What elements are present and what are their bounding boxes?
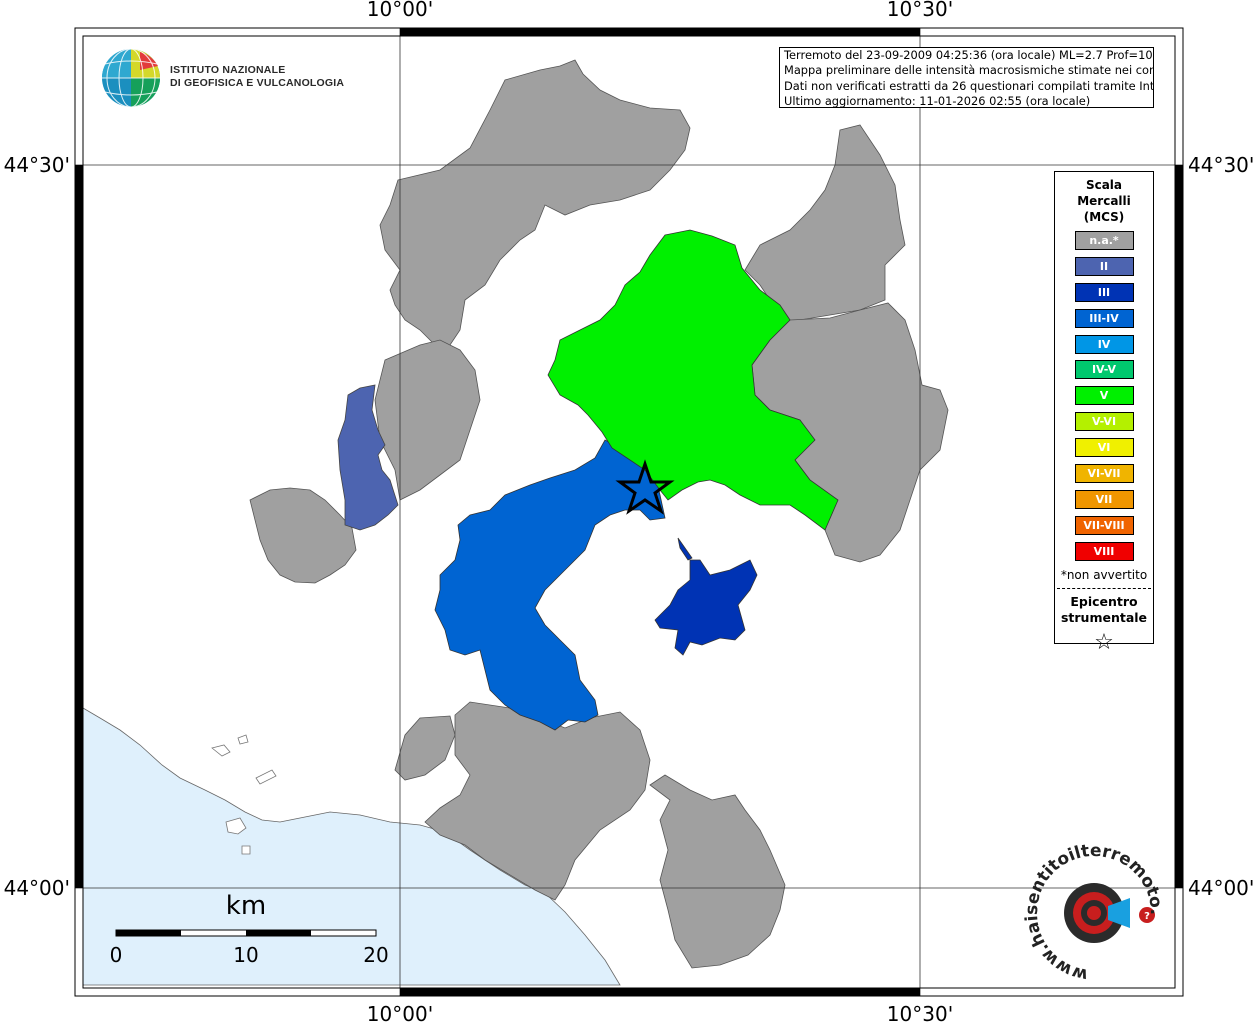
municipality-intensity-V <box>547 229 839 531</box>
epicenter-star <box>615 459 675 515</box>
lon-label-bottom-right: 10°30' <box>887 1002 953 1024</box>
island <box>237 734 249 745</box>
municipality-na <box>424 701 651 901</box>
legend-note: *non avvertito <box>1060 567 1148 582</box>
island <box>211 744 231 757</box>
legend-item: V <box>1074 386 1134 406</box>
legend-item: IV <box>1074 334 1134 354</box>
frame-ticks <box>75 28 1183 996</box>
legend-item: VII <box>1074 489 1134 509</box>
scale-bar-label-0: 0 <box>110 943 123 967</box>
lat-label-left-top: 44°30' <box>4 153 70 177</box>
legend-epicenter-line1: Epicentro <box>1070 593 1138 609</box>
ingv-logo-globe-icon <box>102 48 160 108</box>
municipality-intensity-III <box>677 537 693 561</box>
legend-items: n.a.* II III III-IV IV IV-V V V-VI VI VI-VII VII VI… <box>1055 231 1153 561</box>
legend-epicenter-label: Epicentro strumentale <box>1055 594 1153 626</box>
municipality-na <box>649 774 786 969</box>
event-info-line-3: Dati non verificati estratti da 26 quest… <box>784 78 1154 93</box>
island <box>241 845 251 855</box>
legend-item: VII-VIII <box>1074 515 1134 535</box>
legend-item: III-IV <box>1074 308 1134 328</box>
island <box>225 817 247 835</box>
municipality-intensity-III <box>654 559 758 656</box>
legend-epicenter-line2: strumentale <box>1060 609 1148 625</box>
legend-item: n.a.* <box>1074 231 1134 250</box>
scale-bar-label-10: 10 <box>233 943 258 967</box>
lat-label-right-bottom: 44°00' <box>1188 876 1254 900</box>
legend-item: VIII <box>1074 541 1134 561</box>
lat-label-left-bottom: 44°00' <box>4 876 70 900</box>
legend-title: Scala Mercalli (MCS) <box>1055 177 1153 225</box>
municipality-intensity-II <box>337 384 399 531</box>
intensity-legend: Scala Mercalli (MCS) n.a.* II III III-IV IV I… <box>1054 171 1154 655</box>
legend-title-line2: Mercalli <box>1077 194 1131 208</box>
event-info-line-1: Terremoto del 23-09-2009 04:25:36 (ora l… <box>784 48 1154 62</box>
legend-title-line3: (MCS) <box>1083 210 1125 224</box>
event-info-line-4: Ultimo aggiornamento: 11-01-2026 02:55 (… <box>784 94 1091 108</box>
lon-label-bottom-left: 10°00' <box>367 1002 433 1024</box>
lon-label-top-right: 10°30' <box>887 0 953 21</box>
sea-area <box>82 707 621 986</box>
graticule <box>75 28 1183 996</box>
svg-text:?: ? <box>1144 911 1150 922</box>
municipality-na <box>394 715 456 781</box>
legend-item: II <box>1074 256 1134 276</box>
event-info-box: Terremoto del 23-09-2009 04:25:36 (ora l… <box>779 47 1154 108</box>
municipality-na <box>374 339 481 501</box>
ingv-logo-line2: DI GEOFISICA E VULCANOLOGIA <box>170 77 345 89</box>
lon-label-top-left: 10°00' <box>367 0 433 21</box>
lat-label-right-top: 44°30' <box>1188 153 1254 177</box>
legend-item: V-VI <box>1074 412 1134 432</box>
ingv-logo-text: ISTITUTO NAZIONALE DI GEOFISICA E VULCAN… <box>170 64 344 90</box>
scale-bar-label-20: 20 <box>363 943 388 967</box>
legend-star-icon: ☆ <box>1094 629 1114 655</box>
scale-bar: km 0 10 20 <box>110 891 389 967</box>
scale-bar-title: km <box>226 891 266 921</box>
ingv-logo-line1: ISTITUTO NAZIONALE <box>170 64 286 76</box>
legend-item: VI-VII <box>1074 464 1134 484</box>
municipality-na <box>249 487 357 584</box>
municipality-na <box>379 59 691 346</box>
legend-divider <box>1057 587 1151 589</box>
municipality-na <box>744 124 906 323</box>
island <box>255 769 277 785</box>
legend-title-line1: Scala <box>1085 178 1123 192</box>
legend-item: IV-V <box>1074 360 1134 380</box>
legend-item: VI <box>1074 438 1134 458</box>
event-info-line-2: Mappa preliminare delle intensità macros… <box>784 63 1154 78</box>
legend-item: III <box>1074 282 1134 302</box>
